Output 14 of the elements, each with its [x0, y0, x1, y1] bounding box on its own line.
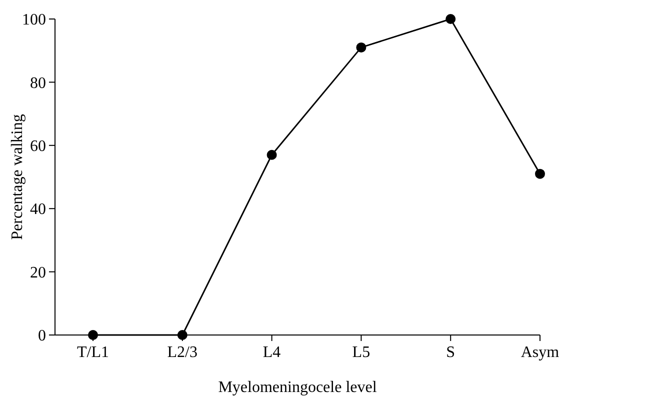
y-tick-label: 60	[30, 138, 46, 155]
y-tick-label: 0	[38, 328, 46, 345]
x-tick-label: L4	[262, 344, 281, 361]
x-tick-label: Asym	[520, 344, 560, 361]
y-tick-label: 20	[30, 264, 46, 282]
y-axis-title: Percentage walking	[9, 114, 26, 240]
x-tick-label: S	[446, 344, 456, 361]
x-tick-label: L2/3	[167, 344, 198, 361]
x-tick-label: L5	[352, 344, 370, 361]
y-tick-label: 80	[30, 74, 46, 92]
x-axis-title: Myelomeningocele level	[218, 379, 378, 396]
y-tick-label: 40	[30, 201, 46, 218]
y-tick-label: 100	[22, 12, 46, 29]
x-tick-label: T/L1	[77, 344, 109, 361]
